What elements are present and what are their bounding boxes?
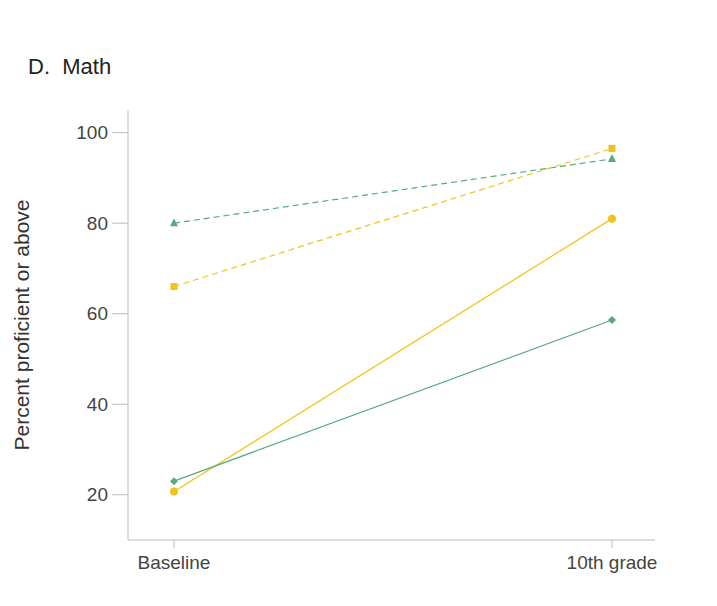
svg-text:40: 40 (87, 394, 108, 415)
svg-text:60: 60 (87, 303, 108, 324)
svg-text:80: 80 (87, 213, 108, 234)
svg-text:Percent proficient or above: Percent proficient or above (10, 200, 33, 451)
svg-text:10th grade: 10th grade (567, 552, 658, 573)
html-text:D. Math: D. Math (28, 54, 112, 79)
svg-text:100: 100 (76, 122, 108, 143)
svg-text:Baseline: Baseline (138, 552, 211, 573)
svg-text:20: 20 (87, 484, 108, 505)
